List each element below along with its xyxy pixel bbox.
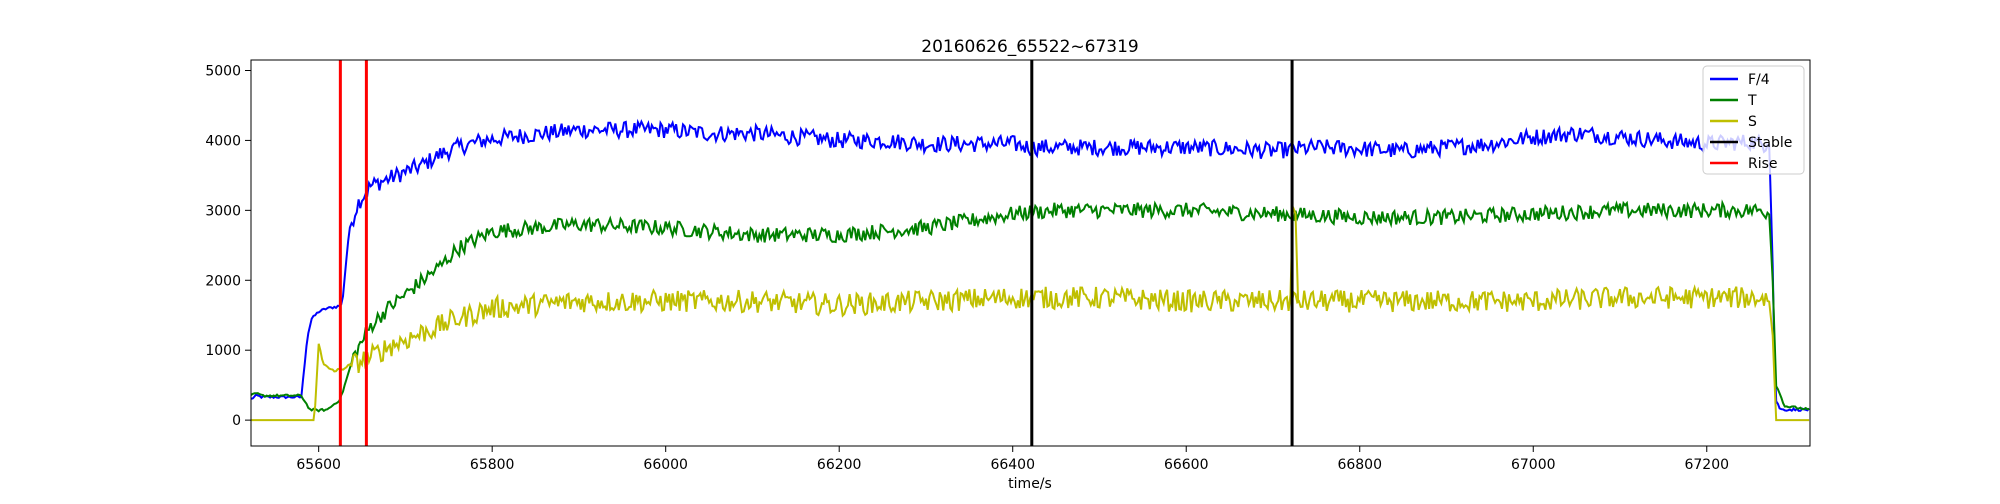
x-tick-label: 65600 xyxy=(296,457,341,473)
y-tick-label: 2000 xyxy=(205,273,241,289)
x-tick-label: 65800 xyxy=(470,457,515,473)
x-axis: 65600 65800 66000 66200 66400 66600 66800 67000… xyxy=(296,446,1729,473)
y-tick-label: 4000 xyxy=(205,133,241,149)
x-tick-label: 67200 xyxy=(1684,457,1729,473)
legend-label: S xyxy=(1748,114,1757,130)
legend-label: T xyxy=(1747,93,1757,109)
chart-title: 20160626_65522~67319 xyxy=(921,37,1138,57)
y-tick-label: 0 xyxy=(232,413,241,429)
legend-box xyxy=(1702,65,1805,175)
y-axis: 0 1000 2000 3000 4000 5000 xyxy=(205,63,251,429)
y-tick-label: 1000 xyxy=(205,343,241,359)
x-tick-label: 67000 xyxy=(1511,457,1556,473)
series-line-s xyxy=(251,284,1810,422)
y-tick-label: 5000 xyxy=(205,63,241,79)
legend-label: Stable xyxy=(1748,135,1792,151)
x-tick-label: 66800 xyxy=(1337,457,1382,473)
series-line-t xyxy=(251,199,1810,413)
x-tick-label: 66600 xyxy=(1164,457,1209,473)
axes-frame xyxy=(250,59,1811,447)
x-tick-label: 66200 xyxy=(817,457,862,473)
series-line-f-4 xyxy=(251,118,1810,412)
legend-label: F/4 xyxy=(1748,72,1770,88)
x-tick-label: 66000 xyxy=(643,457,688,473)
legend-label: Rise xyxy=(1748,156,1778,172)
legend: F/4 TS Stable Rise xyxy=(1702,65,1805,175)
x-axis-title: time/s xyxy=(1008,476,1052,492)
y-tick-label: 3000 xyxy=(205,203,241,219)
x-tick-label: 66400 xyxy=(990,457,1035,473)
plot-area xyxy=(251,60,1810,446)
